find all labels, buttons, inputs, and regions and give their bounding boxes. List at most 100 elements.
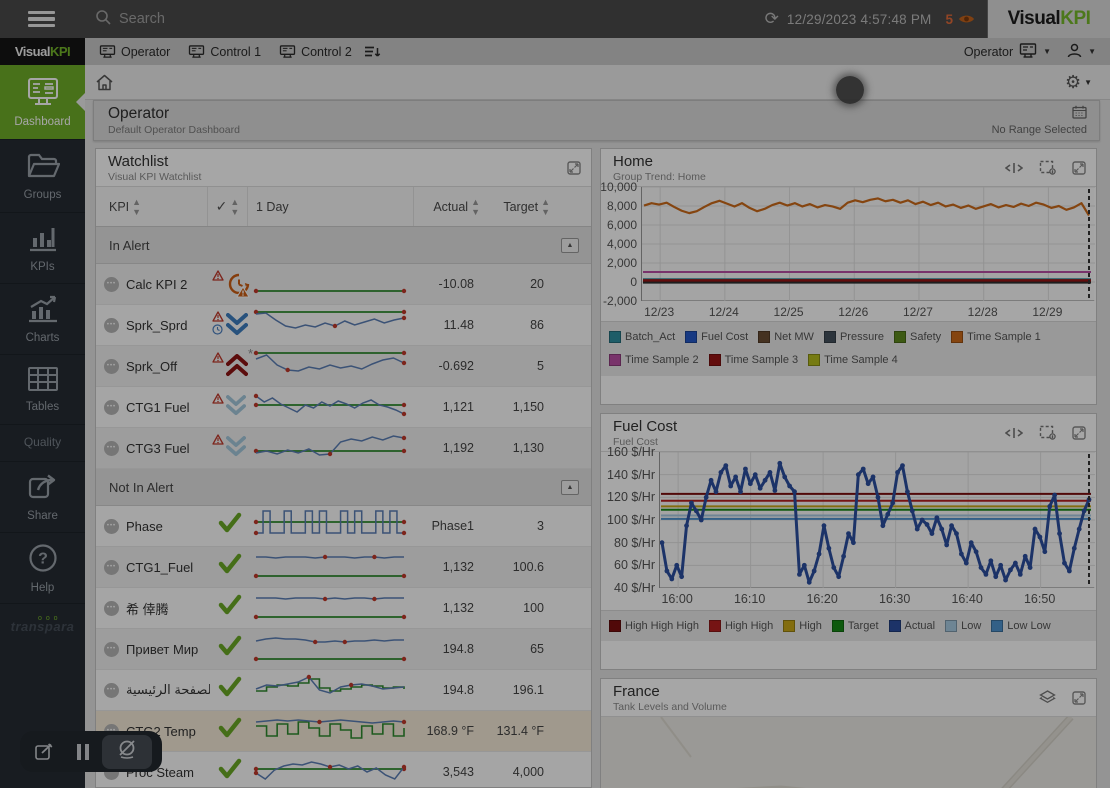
watching-eye-icon[interactable] xyxy=(958,13,975,25)
chart-legend: High High High High High High Target Actual L… xyxy=(601,610,1096,641)
collapse-section-button[interactable]: ▲ xyxy=(561,479,579,495)
legend-item[interactable]: Time Sample 2 xyxy=(609,350,699,370)
kpi-actual-value: Phase1 xyxy=(431,519,474,533)
legend-item[interactable]: Batch_Act xyxy=(609,327,675,347)
table-row[interactable]: ••• CTG1 Fuel 1,121 1,150 xyxy=(96,387,591,428)
ellipsis-icon[interactable]: ••• xyxy=(104,682,119,698)
legend-item[interactable]: Fuel Cost xyxy=(685,327,748,347)
map-layers-icon[interactable] xyxy=(1039,690,1056,705)
kpi-sparkline xyxy=(252,429,410,468)
legend-item[interactable]: Time Sample 4 xyxy=(808,350,898,370)
profile-dashboard-label[interactable]: Operator xyxy=(963,44,1014,59)
ellipsis-icon[interactable]: ••• xyxy=(104,276,119,292)
ellipsis-icon[interactable]: ••• xyxy=(104,399,119,415)
pan-chart-icon[interactable] xyxy=(1005,162,1023,174)
search-box[interactable] xyxy=(95,9,765,30)
sidebar-item-quality[interactable]: Quality xyxy=(0,425,85,462)
section-label: In Alert xyxy=(109,237,150,253)
kpi-name: CTG1_Fuel xyxy=(126,559,194,575)
column-header-status[interactable]: ✓ ▲ ▼ xyxy=(208,187,248,226)
time-range-selector[interactable]: No Range Selected xyxy=(992,105,1087,136)
table-row[interactable]: ••• Привет Мир 194.8 65 xyxy=(96,629,591,670)
legend-item[interactable]: Pressure xyxy=(823,327,884,347)
kpi-actual-value: 1,132 xyxy=(442,601,474,615)
legend-item[interactable]: High High xyxy=(708,616,773,636)
ellipsis-icon[interactable]: ••• xyxy=(104,440,119,456)
legend-item[interactable]: Time Sample 1 xyxy=(951,327,1041,347)
ellipsis-icon[interactable]: ••• xyxy=(104,641,119,657)
pause-icon[interactable] xyxy=(76,743,90,761)
sidebar-item-charts[interactable]: Charts xyxy=(0,284,85,355)
user-icon[interactable] xyxy=(1067,43,1082,61)
table-row[interactable]: ••• 希 倖腾 1,132 100 xyxy=(96,588,591,629)
legend-label: Actual xyxy=(904,620,936,632)
pan-chart-icon[interactable] xyxy=(1005,427,1023,439)
legend-item[interactable]: Low xyxy=(945,616,981,636)
annotations-off-button[interactable] xyxy=(102,734,152,769)
legend-item[interactable]: Safety xyxy=(893,327,941,347)
sidebar-item-tables[interactable]: Tables xyxy=(0,355,85,425)
sidebar-item-groups[interactable]: Groups xyxy=(0,140,85,213)
sidebar-item-share[interactable]: Share xyxy=(0,462,85,533)
home-trend-panel: Home Group Trend: Home 10,000 8,000 6,000 4,0… xyxy=(600,148,1097,405)
box-zoom-icon[interactable] xyxy=(1039,425,1056,440)
kpi-status xyxy=(210,590,252,626)
plot-region[interactable] xyxy=(641,186,1095,302)
plot-region[interactable] xyxy=(659,451,1095,589)
ellipsis-icon[interactable]: ••• xyxy=(104,600,119,616)
legend-item[interactable]: Net MW xyxy=(758,327,814,347)
sidebar-item-kpis[interactable]: KPIs xyxy=(0,213,85,284)
sidebar-item-help[interactable]: ? Help xyxy=(0,533,85,604)
search-input[interactable] xyxy=(119,11,519,27)
ellipsis-icon[interactable]: ••• xyxy=(104,518,119,534)
legend-label: Low Low xyxy=(1007,620,1051,632)
box-zoom-icon[interactable] xyxy=(1039,160,1056,175)
sidebar-item-dashboard[interactable]: Dashboard xyxy=(0,65,85,140)
tab-control-1[interactable]: Control 1 xyxy=(184,43,265,61)
column-header-range[interactable]: 1 Day xyxy=(248,187,414,226)
ellipsis-icon[interactable]: ••• xyxy=(104,358,119,374)
expand-panel-icon[interactable] xyxy=(1072,690,1086,705)
legend-item[interactable]: Target xyxy=(831,616,879,636)
tab-control-2[interactable]: Control 2 xyxy=(275,43,356,61)
expand-panel-icon[interactable] xyxy=(567,160,581,175)
panel-title: Watchlist xyxy=(108,152,169,170)
legend-item[interactable]: Time Sample 3 xyxy=(708,350,798,370)
kpi-target-value: 5 xyxy=(537,359,544,373)
alert-count-badge[interactable]: 5 xyxy=(945,11,953,27)
page-settings-button[interactable]: ⚙ ▼ xyxy=(1065,72,1092,93)
column-header-actual[interactable]: Actual ▲ ▼ xyxy=(433,196,480,217)
home-icon[interactable] xyxy=(95,74,114,91)
compose-icon[interactable] xyxy=(34,742,54,762)
kpi-name: Sprk_Off xyxy=(126,358,178,374)
france-map[interactable] xyxy=(601,714,1096,788)
table-row[interactable]: ••• الصفحة الرئيسية 194.8 196.1 xyxy=(96,670,591,711)
row-options: ••• xyxy=(104,399,126,415)
page-subtitle: Default Operator Dashboard xyxy=(108,124,240,136)
monitor-icon[interactable] xyxy=(1019,42,1037,61)
kpi-actual-value: 194.8 xyxy=(442,683,474,697)
hamburger-menu-icon[interactable] xyxy=(28,11,55,27)
table-row[interactable]: ••• Sprk_Sprd 11.48 86 xyxy=(96,305,591,346)
column-header-kpi[interactable]: KPI ▲ ▼ xyxy=(96,187,208,226)
legend-item[interactable]: Low Low xyxy=(991,616,1051,636)
tab-operator[interactable]: Operator xyxy=(95,43,174,61)
legend-item[interactable]: High xyxy=(783,616,822,636)
expand-panel-icon[interactable] xyxy=(1072,160,1086,175)
table-row[interactable]: ••• CTG3 Fuel 1,192 1,130 xyxy=(96,428,591,469)
table-row[interactable]: ••• CTG1_Fuel 1,132 100.6 xyxy=(96,547,591,588)
legend-item[interactable]: Actual xyxy=(888,616,936,636)
ellipsis-icon[interactable]: ••• xyxy=(104,317,119,333)
table-row[interactable]: ••• Sprk_Off * -0.692 5 xyxy=(96,346,591,387)
sort-dashboards-icon[interactable] xyxy=(364,45,382,59)
refresh-icon[interactable]: ⟳ xyxy=(764,9,779,28)
collapse-section-button[interactable]: ▲ xyxy=(561,237,579,253)
expand-panel-icon[interactable] xyxy=(1072,425,1086,440)
table-row[interactable]: ••• Calc KPI 2 -10.08 20 xyxy=(96,264,591,305)
ellipsis-icon[interactable]: ••• xyxy=(104,559,119,575)
legend-item[interactable]: High High High xyxy=(609,616,699,636)
column-header-target[interactable]: Target ▲ ▼ xyxy=(503,196,550,217)
table-row[interactable]: ••• Phase Phase1 3 xyxy=(96,506,591,547)
